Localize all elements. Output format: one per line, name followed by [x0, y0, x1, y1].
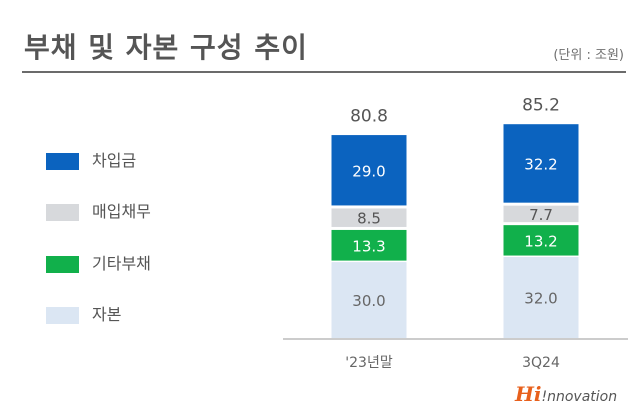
- category-label-3q24: 3Q24: [522, 355, 560, 371]
- legend-swatch: [46, 153, 79, 170]
- bar-segment-3q24-s0: [503, 257, 579, 338]
- category-label-23: '23년말: [345, 355, 393, 371]
- unit-label: (단위 : 조원): [553, 48, 624, 63]
- data-label-3q24-s2: 7.7: [529, 206, 553, 224]
- legend-label: 매입채무: [92, 202, 151, 221]
- total-label-23: 80.8: [350, 107, 388, 127]
- legend-item-3: 자본: [46, 304, 206, 326]
- legend-item-1: 매입채무: [46, 201, 206, 223]
- legend-swatch: [46, 204, 79, 221]
- legend-label: 차입금: [92, 151, 137, 170]
- total-label-3q24: 85.2: [522, 96, 560, 116]
- data-label-3q24-s1: 13.2: [524, 232, 557, 250]
- legend-label: 자본: [92, 305, 122, 324]
- bar-segment-23-s0: [331, 262, 407, 338]
- legend-swatch: [46, 307, 79, 324]
- legend-item-0: 차입금: [46, 150, 206, 172]
- bar-segment-23-s3: [331, 135, 407, 206]
- data-label-23-s2: 8.5: [357, 210, 381, 228]
- title-divider: [22, 71, 626, 73]
- data-label-23-s1: 13.3: [352, 237, 385, 255]
- bar-segment-3q24-s1: [503, 225, 579, 256]
- data-label-23-s3: 29.0: [352, 162, 385, 180]
- bar-segment-3q24-s2: [503, 205, 579, 223]
- legend-swatch: [46, 256, 79, 273]
- brand-hi: Hi: [515, 382, 542, 406]
- page-title: 부채 및 자본 구성 추이: [24, 31, 308, 64]
- bar-segment-23-s1: [331, 229, 407, 261]
- brand-logo: Hi!nnovation: [515, 382, 617, 406]
- brand-rest: !nnovation: [541, 389, 618, 405]
- bar-segment-23-s2: [331, 208, 407, 227]
- bar-segment-3q24-s3: [503, 124, 579, 203]
- data-label-3q24-s3: 32.2: [524, 155, 557, 173]
- data-label-23-s0: 30.0: [352, 292, 385, 310]
- legend-item-2: 기타부채: [46, 253, 206, 275]
- data-label-3q24-s0: 32.0: [524, 290, 557, 308]
- legend-label: 기타부채: [92, 254, 151, 273]
